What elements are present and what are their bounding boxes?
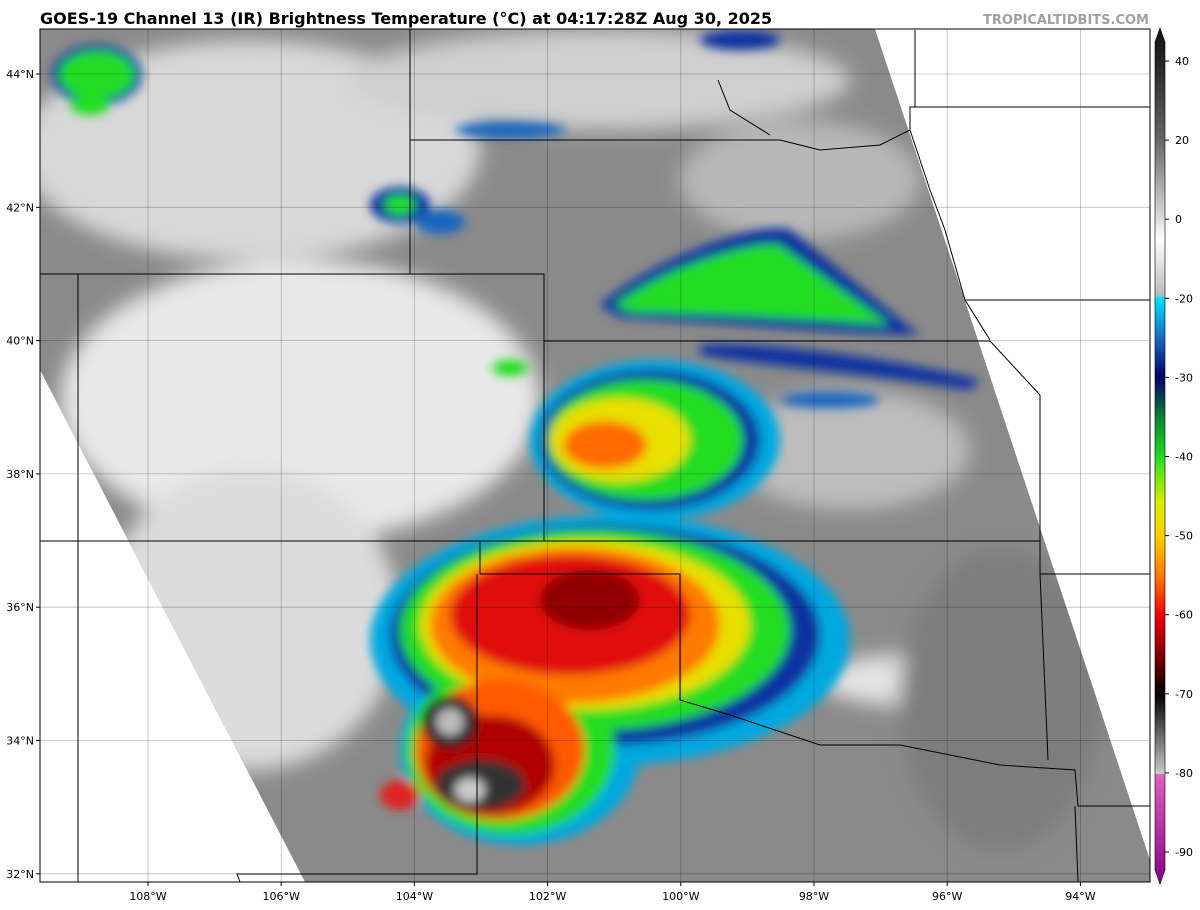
border [1074, 805, 1079, 883]
border [1039, 573, 1049, 761]
colorbar-tick-label: -40 [1175, 451, 1193, 464]
lat-label: 40°N [6, 335, 34, 348]
overshoot [455, 778, 485, 802]
storm-cell [384, 195, 416, 215]
lat-label: 44°N [6, 68, 34, 81]
lat-label: 42°N [6, 201, 34, 214]
border [410, 273, 1150, 575]
borders [40, 29, 1150, 883]
storm-core [540, 570, 640, 630]
colorbar [1154, 27, 1166, 885]
lon-label: 106°W [263, 890, 300, 903]
lat-label: 38°N [6, 468, 34, 481]
storm-cell [780, 392, 880, 408]
border [236, 574, 478, 883]
lon-label: 102°W [529, 890, 566, 903]
clouds [40, 30, 1100, 850]
colorbar-tick-label: -70 [1175, 688, 1193, 701]
colorbar-tick-label: -30 [1175, 371, 1193, 384]
storm-cell [700, 30, 780, 50]
cloud [900, 550, 1100, 850]
credit: TROPICALTIDBITS.COM [983, 13, 1149, 28]
border [479, 541, 1150, 807]
lon-label: 98°W [799, 890, 829, 903]
border [909, 129, 991, 341]
colorbar-tick-label: -20 [1175, 292, 1193, 305]
colorbar-tick-label: -90 [1175, 846, 1193, 859]
storms [52, 30, 980, 845]
storm-cell [492, 360, 528, 376]
colorbar-ticks: 40 20 0 -20 -30 -40 -50 -60 -70 -80 -90 [1165, 55, 1193, 859]
colorbar-tick-label: -60 [1175, 609, 1193, 622]
colorbar-tick-label: 40 [1175, 55, 1189, 68]
cloud [730, 390, 970, 510]
cloud [60, 260, 540, 540]
colorbar-tick-label: -80 [1175, 767, 1193, 780]
lon-label: 104°W [396, 890, 433, 903]
storm-cell [70, 95, 110, 115]
storm-cell [59, 51, 135, 99]
storm-cell [380, 780, 420, 810]
lat-label: 34°N [6, 735, 34, 748]
storm-core [563, 421, 647, 469]
lat-label: 32°N [6, 868, 34, 881]
title: GOES-19 Channel 13 (IR) Brightness Tempe… [40, 9, 772, 28]
colorbar-tick-label: 20 [1175, 134, 1189, 147]
lat-label: 36°N [6, 601, 34, 614]
lon-label: 108°W [129, 890, 166, 903]
lon-label: 100°W [662, 890, 699, 903]
lon-label: 94°W [1065, 890, 1095, 903]
cloud [350, 30, 850, 130]
border [410, 106, 1150, 151]
lon-label: 96°W [932, 890, 962, 903]
storm-cell [455, 122, 565, 138]
colorbar-tick-label: 0 [1175, 213, 1182, 226]
storm-band [700, 344, 980, 390]
graticule: 44°N 42°N 40°N 38°N 36°N 34°N 32°N 108°W 106°W 10… [6, 29, 1150, 903]
storm-cell [415, 210, 465, 234]
colorbar-tick-label: -50 [1175, 530, 1193, 543]
storm-band [615, 244, 890, 325]
cloud [680, 120, 920, 240]
map-frame [39, 28, 1151, 883]
overshoot [436, 708, 464, 736]
river [717, 79, 771, 136]
